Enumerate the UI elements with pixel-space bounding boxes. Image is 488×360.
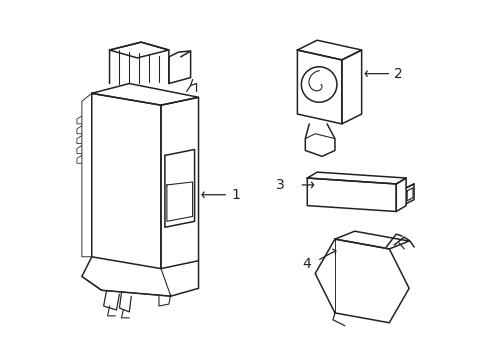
Text: 3: 3: [275, 178, 284, 192]
Text: 4: 4: [302, 257, 310, 271]
Text: 2: 2: [393, 67, 402, 81]
Text: 1: 1: [231, 188, 240, 202]
